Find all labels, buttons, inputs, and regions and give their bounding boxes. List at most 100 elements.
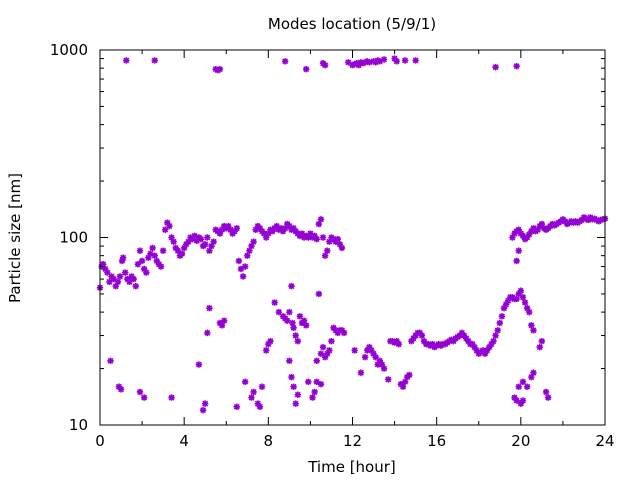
- data-point: [102, 265, 109, 273]
- data-point: [231, 228, 238, 235]
- data-point: [526, 308, 533, 316]
- data-point: [313, 378, 320, 385]
- data-point: [536, 343, 543, 351]
- data-point: [117, 386, 125, 393]
- data-point: [303, 65, 310, 73]
- data-point: [351, 347, 358, 354]
- data-point: [385, 376, 392, 383]
- data-point: [391, 55, 398, 62]
- data-point: [542, 388, 550, 396]
- chart-title: Modes location (5/9/1): [268, 15, 436, 33]
- data-point: [530, 369, 537, 376]
- data-point: [374, 57, 381, 64]
- data-point: [271, 299, 278, 306]
- data-point: [260, 230, 268, 237]
- data-point: [218, 322, 226, 329]
- data-point: [126, 278, 133, 286]
- data-point: [140, 394, 148, 401]
- data-point: [172, 244, 179, 252]
- data-point: [523, 383, 531, 390]
- data-point: [376, 357, 384, 364]
- data-point: [153, 257, 161, 265]
- data-point: [235, 257, 243, 265]
- data-point: [357, 59, 365, 66]
- data-point: [197, 235, 205, 243]
- data-point: [281, 58, 289, 65]
- data-markers: [96, 55, 609, 414]
- data-point: [321, 61, 329, 69]
- data-point: [473, 347, 480, 354]
- data-point: [311, 232, 318, 240]
- data-point: [138, 257, 146, 265]
- data-point: [378, 361, 386, 368]
- data-point: [528, 322, 535, 329]
- data-point: [393, 337, 400, 345]
- data-point: [256, 225, 264, 232]
- data-point: [345, 59, 352, 66]
- data-point: [355, 61, 363, 69]
- data-point: [174, 247, 182, 254]
- data-point: [399, 383, 407, 390]
- data-point: [319, 343, 327, 351]
- data-point: [112, 282, 119, 290]
- data-point: [315, 290, 323, 298]
- data-point: [288, 282, 295, 290]
- data-point: [321, 252, 329, 259]
- data-point: [319, 234, 327, 241]
- data-point: [294, 391, 301, 398]
- data-point: [288, 373, 295, 381]
- data-point: [498, 313, 506, 320]
- data-point: [195, 361, 203, 368]
- data-point: [265, 340, 272, 348]
- data-point: [429, 340, 436, 348]
- data-point: [290, 324, 297, 331]
- data-point: [492, 332, 499, 339]
- data-point: [544, 394, 552, 401]
- data-point: [530, 327, 537, 334]
- data-point: [530, 225, 537, 232]
- data-point: [519, 378, 527, 385]
- data-point: [185, 238, 192, 245]
- data-point: [523, 304, 531, 312]
- data-point: [204, 234, 211, 241]
- data-point: [296, 313, 304, 320]
- data-point: [366, 59, 373, 66]
- x-tick-label: 12: [343, 432, 362, 450]
- data-point: [206, 247, 213, 254]
- data-point: [204, 329, 211, 337]
- data-point: [210, 238, 217, 245]
- data-point: [368, 347, 375, 354]
- data-point: [147, 250, 154, 257]
- data-point: [395, 340, 402, 348]
- data-point: [286, 222, 293, 230]
- data-point: [106, 278, 113, 286]
- data-point: [317, 216, 325, 223]
- data-point: [250, 388, 257, 396]
- axis-ticks: [99, 49, 606, 426]
- data-point: [313, 235, 320, 243]
- data-point: [258, 383, 266, 390]
- data-point: [189, 235, 196, 243]
- data-point: [380, 365, 388, 372]
- data-point: [366, 343, 373, 351]
- data-point: [370, 58, 377, 65]
- data-point: [269, 228, 276, 235]
- data-point: [359, 60, 367, 67]
- data-point: [336, 241, 344, 248]
- data-point: [305, 378, 312, 385]
- data-point: [279, 228, 287, 235]
- data-point: [326, 238, 333, 245]
- data-point: [132, 282, 139, 290]
- data-point: [357, 369, 365, 376]
- data-point: [393, 58, 400, 65]
- data-point: [517, 287, 525, 294]
- data-point: [136, 388, 144, 396]
- data-point: [309, 394, 316, 401]
- data-point: [519, 232, 527, 240]
- data-point: [483, 347, 491, 354]
- data-point: [519, 294, 527, 301]
- data-point: [505, 297, 512, 304]
- data-point: [364, 347, 371, 354]
- data-point: [216, 65, 224, 73]
